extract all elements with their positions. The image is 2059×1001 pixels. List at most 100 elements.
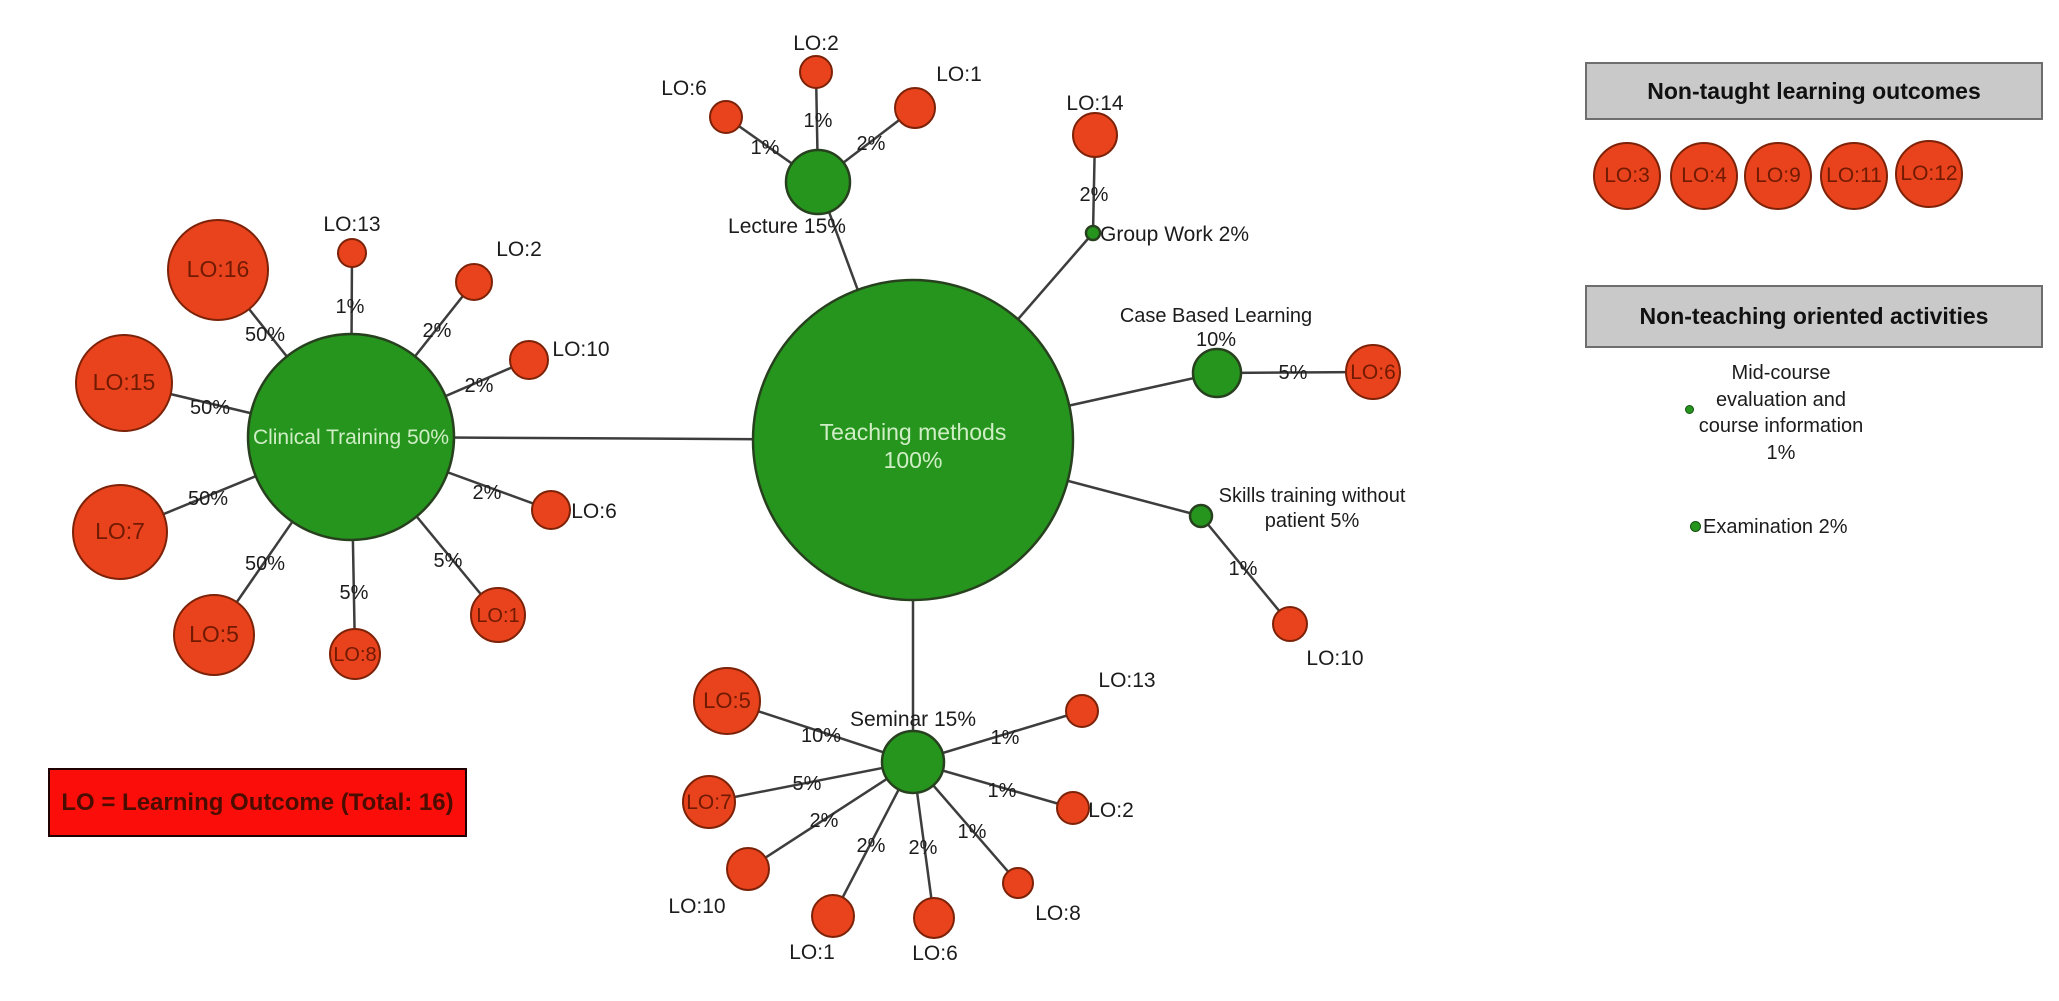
node-label-sk-lo10: LO:10: [1306, 647, 1363, 670]
node-label-ct-lo8: LO:8: [333, 644, 376, 666]
node-ct-lo1: [470, 587, 526, 643]
node-sem-lo5: [693, 667, 761, 735]
node-label-ct-lo10: LO:10: [552, 338, 609, 361]
lo-definition-text: LO = Learning Outcome (Total: 16): [61, 788, 454, 816]
node-ct-lo13: [337, 238, 367, 268]
node-lecture: [784, 148, 852, 216]
node-sem-lo10: [726, 847, 770, 891]
node-label-group-work: Group Work 2%: [1100, 223, 1249, 246]
node-label-ct-lo13: LO:13: [323, 213, 380, 236]
edge-label-clinical-training-ct-lo6: 2%: [473, 482, 502, 504]
node-lec-lo1: [894, 87, 936, 129]
edge-label-lecture-lec-lo6: 1%: [751, 137, 780, 159]
edge-label-clinical-training-ct-lo16: 50%: [245, 324, 285, 346]
node-label-ct-lo16: LO:16: [187, 256, 250, 282]
edge-label-group-work-gw-lo14: 2%: [1080, 184, 1109, 206]
edge-seminar-sem-lo7: [708, 760, 914, 804]
node-ct-lo5: [173, 594, 255, 676]
node-case-based-learning: [1191, 347, 1243, 399]
examination-entry: Examination 2%: [1703, 516, 1848, 538]
legend-non-taught-box: Non-taught learning outcomes: [1585, 62, 2043, 120]
mid-course-line-1: Mid-course: [1731, 362, 1831, 384]
node-ct-lo6: [531, 490, 571, 530]
node-label-case-based-learning-1: 10%: [1196, 329, 1236, 351]
node-label-sem-lo8: LO:8: [1035, 902, 1081, 925]
mid-course-line-4: 1%: [1766, 441, 1796, 464]
legend-outcome-lo-12: LO:12: [1895, 140, 1963, 208]
edge-label-seminar-sem-lo13: 1%: [991, 727, 1020, 749]
node-label-sem-lo5: LO:5: [703, 688, 751, 713]
node-teaching-methods: [751, 278, 1075, 602]
legend-outcome-lo-11: LO:11: [1820, 142, 1888, 210]
examination-dot: [1690, 521, 1701, 532]
node-cbl-lo6: [1345, 344, 1401, 400]
node-label-ct-lo15: LO:15: [93, 369, 156, 395]
node-label-teaching-methods: Teaching methods: [820, 419, 1007, 445]
node-label-lecture: Lecture 15%: [728, 215, 846, 238]
edge-label-seminar-sem-lo2: 1%: [988, 780, 1017, 802]
node-sk-lo10: [1272, 606, 1308, 642]
edge-label-lecture-lec-lo2: 1%: [804, 110, 833, 132]
node-label-sem-lo6: LO:6: [912, 942, 958, 965]
edge-label-clinical-training-ct-lo1: 5%: [434, 550, 463, 572]
node-sem-lo6: [913, 897, 955, 939]
node-label-sem-lo2: LO:2: [1088, 799, 1134, 822]
node-ct-lo15: [75, 334, 173, 432]
node-label-skills-training-1: patient 5%: [1265, 510, 1360, 532]
edge-label-seminar-sem-lo6: 2%: [909, 837, 938, 859]
mid-course-line-2: evaluation and: [1715, 388, 1847, 411]
node-label-ct-lo6: LO:6: [571, 500, 617, 523]
edge-label-clinical-training-ct-lo2: 2%: [423, 320, 452, 342]
edge-label-seminar-sem-lo7: 5%: [793, 773, 822, 795]
node-label-seminar: Seminar 15%: [850, 708, 976, 731]
node-sem-lo2: [1056, 791, 1090, 825]
legend-outcome-lo-9: LO:9: [1744, 142, 1812, 210]
legend-non-teaching-title: Non-teaching oriented activities: [1639, 303, 1989, 329]
edge-label-seminar-sem-lo5: 10%: [801, 725, 841, 747]
node-label-teaching-methods-1: 100%: [884, 447, 943, 473]
edge-label-clinical-training-ct-lo7: 50%: [188, 488, 228, 510]
legend-outcome-lo-4: LO:4: [1670, 142, 1738, 210]
node-label-ct-lo1: LO:1: [476, 605, 519, 627]
node-label-lec-lo6: LO:6: [661, 77, 707, 100]
edge-label-case-based-learning-cbl-lo6: 5%: [1279, 362, 1308, 384]
node-ct-lo10: [509, 340, 549, 380]
node-sem-lo1: [811, 894, 855, 938]
node-label-case-based-learning: Case Based Learning: [1120, 305, 1312, 327]
node-label-sem-lo1: LO:1: [789, 941, 835, 964]
edge-label-seminar-sem-lo8: 1%: [958, 821, 987, 843]
edge-label-lecture-lec-lo1: 2%: [857, 133, 886, 155]
node-label-lec-lo2: LO:2: [793, 32, 839, 55]
node-label-lec-lo1: LO:1: [936, 63, 982, 86]
node-lec-lo6: [709, 100, 743, 134]
legend-outcome-lo-3: LO:3: [1593, 142, 1661, 210]
node-label-ct-lo7: LO:7: [95, 518, 145, 544]
node-ct-lo16: [167, 219, 269, 321]
node-sem-lo13: [1065, 694, 1099, 728]
node-sem-lo7: [682, 775, 736, 829]
node-label-sem-lo10: LO:10: [668, 895, 725, 918]
node-ct-lo7: [72, 484, 168, 580]
node-seminar: [880, 729, 946, 795]
node-label-cbl-lo6: LO:6: [1350, 361, 1396, 384]
node-label-ct-lo2: LO:2: [496, 238, 542, 261]
node-ct-lo2: [455, 263, 493, 301]
node-skills-training: [1188, 503, 1214, 529]
edge-label-clinical-training-ct-lo13: 1%: [336, 296, 365, 318]
edge-label-clinical-training-ct-lo15: 50%: [190, 397, 230, 419]
node-label-clinical-training: Clinical Training 50%: [253, 426, 449, 449]
edge-label-clinical-training-ct-lo8: 5%: [340, 582, 369, 604]
edge-label-seminar-sem-lo1: 2%: [857, 835, 886, 857]
edge-skills-training-sk-lo10: [1200, 515, 1291, 625]
node-label-sem-lo7: LO:7: [686, 791, 732, 814]
node-label-sem-lo13: LO:13: [1098, 669, 1155, 692]
edge-label-clinical-training-ct-lo5: 50%: [245, 553, 285, 575]
legend-non-taught-title: Non-taught learning outcomes: [1647, 77, 1981, 104]
edge-label-skills-training-sk-lo10: 1%: [1229, 558, 1258, 580]
mid-course-line-3: course information: [1698, 415, 1864, 437]
node-label-skills-training: Skills training without: [1219, 485, 1406, 507]
edge-seminar-sem-lo10: [747, 760, 914, 871]
node-clinical-training: [246, 332, 456, 542]
